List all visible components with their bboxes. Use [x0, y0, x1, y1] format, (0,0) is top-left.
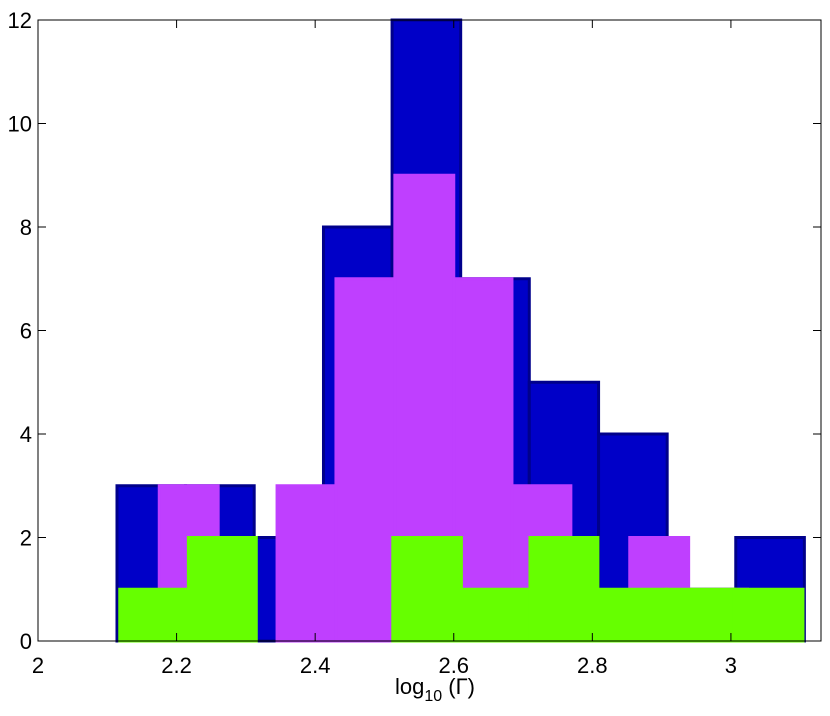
x-label-base: log: [395, 674, 424, 699]
y-tick-label: 2: [20, 526, 32, 551]
x-label-sub: 10: [424, 688, 442, 705]
y-tick-label: 6: [20, 319, 32, 344]
bar: [664, 587, 736, 643]
x-axis-label: log10 (Γ): [395, 674, 475, 705]
bars: [115, 18, 806, 643]
bar: [391, 536, 463, 643]
bar: [459, 587, 532, 643]
y-tick-label: 10: [8, 112, 32, 137]
y-tick-label: 12: [8, 8, 32, 33]
x-tick-label: 2.2: [161, 653, 192, 678]
y-tick-label: 4: [20, 422, 32, 447]
bar: [275, 484, 338, 643]
x-tick-label: 3: [725, 653, 737, 678]
x-tick-label: 2.6: [438, 653, 469, 678]
x-label-rest: (Γ): [442, 674, 475, 699]
x-tick-label: 2.4: [300, 653, 331, 678]
bar: [118, 587, 190, 643]
y-tick-label: 8: [20, 215, 32, 240]
bar: [596, 587, 668, 643]
bar: [528, 536, 600, 643]
bar: [186, 536, 258, 643]
y-tick-label: 0: [20, 629, 32, 654]
x-tick-label: 2.8: [577, 653, 608, 678]
bar: [732, 587, 805, 643]
bar: [334, 277, 397, 643]
x-tick-label: 2: [32, 653, 44, 678]
